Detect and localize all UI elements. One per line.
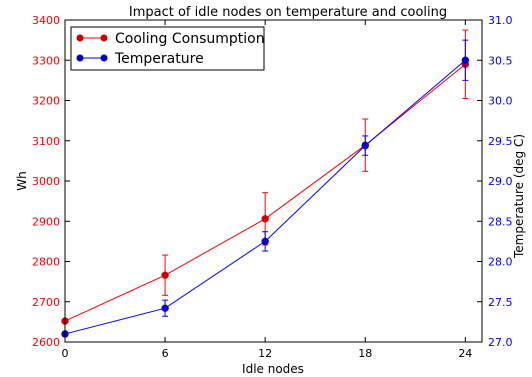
legend-marker-cooling-right xyxy=(100,34,108,42)
y-right-tick-label: 30.0 xyxy=(488,95,513,108)
y-axis-label-left: Wh xyxy=(15,171,29,190)
y-right-tick-label: 27.0 xyxy=(488,336,513,349)
y-left-tick-label: 3100 xyxy=(32,135,60,148)
data-point-temperature xyxy=(361,141,369,150)
y-axis-label-right: Temperature (deg C) xyxy=(512,134,526,259)
data-point-temperature xyxy=(461,56,470,64)
axis-ticks: 0 6 12 18 24 2600 2700 2800 2900 3000 3100 3200 3300… xyxy=(32,14,513,360)
legend: Cooling Consumption Temperature xyxy=(70,26,265,71)
legend-marker-cooling-left xyxy=(76,34,84,42)
chart-title: Impact of idle nodes on temperature and … xyxy=(129,5,447,20)
y-right-tick-label: 28.0 xyxy=(488,256,513,269)
y-right-tick-label: 31.0 xyxy=(488,14,513,27)
x-tick-label: 6 xyxy=(162,347,169,360)
y-left-tick-label: 2700 xyxy=(32,296,60,309)
data-point-temperature xyxy=(261,237,269,246)
y-right-tick-label: 28.5 xyxy=(488,215,513,228)
x-tick-label: 0 xyxy=(62,347,69,360)
y-right-tick-label: 30.5 xyxy=(488,54,513,67)
y-left-tick-label: 2600 xyxy=(32,336,60,349)
data-point-cooling xyxy=(161,271,169,279)
legend-label-temperature: Temperature xyxy=(114,51,204,67)
y-left-tick-label: 3000 xyxy=(32,175,60,188)
legend-label-cooling: Cooling Consumption xyxy=(115,31,265,47)
x-tick-label: 18 xyxy=(358,347,372,360)
data-point-cooling xyxy=(261,215,269,223)
x-axis-label: Idle nodes xyxy=(242,362,304,376)
y-left-tick-label: 3300 xyxy=(32,54,60,67)
plot-area xyxy=(61,29,470,338)
y-left-tick-label: 3200 xyxy=(32,95,60,108)
legend-marker-temperature-left xyxy=(76,54,84,62)
y-left-tick-label: 2900 xyxy=(32,215,60,228)
y-right-tick-label: 27.5 xyxy=(488,296,513,309)
y-right-tick-label: 29.5 xyxy=(488,135,513,148)
y-right-tick-label: 29.0 xyxy=(488,175,513,188)
y-left-tick-label: 2800 xyxy=(32,256,60,269)
x-tick-label: 12 xyxy=(258,347,272,360)
y-left-tick-label: 3400 xyxy=(32,14,60,27)
legend-marker-temperature-right xyxy=(100,54,108,62)
x-tick-label: 24 xyxy=(458,347,472,360)
legend-box xyxy=(70,26,265,71)
data-point-temperature xyxy=(161,304,169,312)
